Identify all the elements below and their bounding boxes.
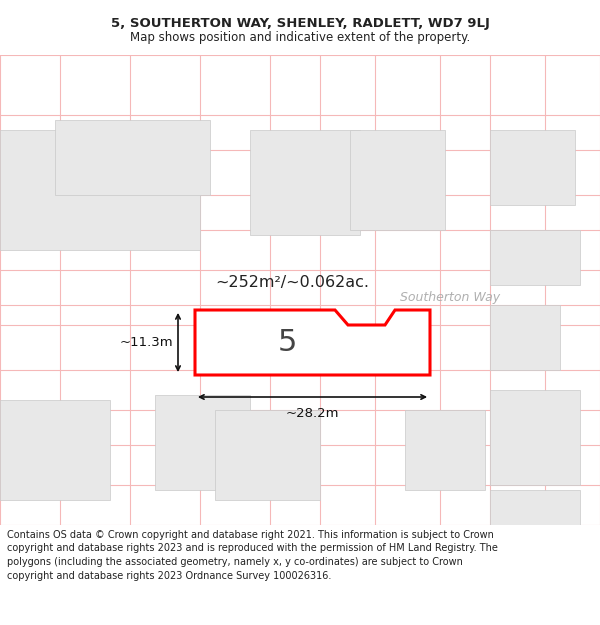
Bar xyxy=(55,120,210,195)
Bar xyxy=(250,130,360,235)
Bar xyxy=(405,410,485,490)
Bar xyxy=(350,130,445,230)
Bar xyxy=(490,230,580,285)
Bar xyxy=(490,305,560,370)
Text: Map shows position and indicative extent of the property.: Map shows position and indicative extent… xyxy=(130,31,470,44)
Bar xyxy=(155,395,250,490)
Bar xyxy=(490,490,580,525)
Bar xyxy=(490,390,580,485)
Bar xyxy=(0,400,110,500)
Text: Southerton Way: Southerton Way xyxy=(400,291,500,304)
Text: Contains OS data © Crown copyright and database right 2021. This information is : Contains OS data © Crown copyright and d… xyxy=(7,530,498,581)
Text: 5: 5 xyxy=(278,328,297,357)
Text: ~28.2m: ~28.2m xyxy=(286,407,339,420)
Text: ~11.3m: ~11.3m xyxy=(119,336,173,349)
Text: 5, SOUTHERTON WAY, SHENLEY, RADLETT, WD7 9LJ: 5, SOUTHERTON WAY, SHENLEY, RADLETT, WD7… xyxy=(110,17,490,29)
Bar xyxy=(205,320,305,370)
Bar xyxy=(490,130,575,205)
Bar xyxy=(215,410,320,500)
Text: ~252m²/~0.062ac.: ~252m²/~0.062ac. xyxy=(215,276,369,291)
Polygon shape xyxy=(195,310,430,375)
Bar xyxy=(0,130,200,250)
